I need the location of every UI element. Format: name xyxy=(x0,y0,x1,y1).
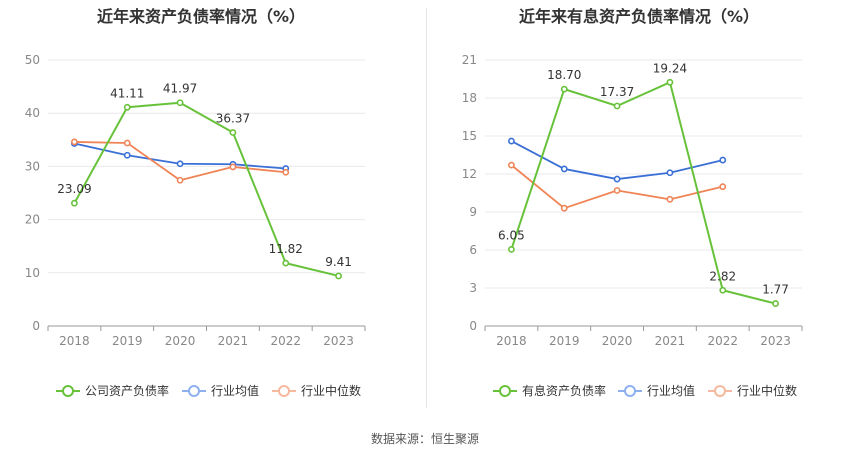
data-point-company xyxy=(772,300,779,307)
x-tick-label: 2018 xyxy=(59,334,90,348)
data-label: 2.82 xyxy=(709,269,736,283)
data-point-avg xyxy=(123,151,131,159)
data-point-median xyxy=(282,168,290,176)
chart-title: 近年来资产负债率情况（%） xyxy=(97,7,305,26)
data-point-median xyxy=(613,187,621,194)
data-label: 23.09 xyxy=(57,182,91,196)
data-point-company xyxy=(71,199,78,207)
y-tick-label: 50 xyxy=(25,53,40,67)
legend-marker xyxy=(499,385,511,397)
legend-label: 公司资产负债率 xyxy=(85,383,169,398)
data-label: 9.41 xyxy=(325,255,352,269)
y-tick-label: 30 xyxy=(25,159,40,173)
chart-1: 近年来资产负债率情况（%） 0 10 20 30 40 50 2018 2019 2020 2021… xyxy=(25,7,366,398)
x-tick-label: 2018 xyxy=(496,334,527,348)
legend-item-company: 公司资产负债率 xyxy=(56,383,169,398)
data-source-note: 数据来源：恒生聚源 xyxy=(370,432,479,446)
chart-divider xyxy=(426,8,427,408)
series-line-company xyxy=(510,81,776,305)
data-point-median xyxy=(229,163,237,171)
x-tick-label: 2019 xyxy=(549,334,580,348)
data-label: 18.70 xyxy=(547,68,581,82)
data-label: 19.24 xyxy=(653,61,687,75)
data-point-median xyxy=(508,161,515,169)
data-point-avg xyxy=(719,156,727,164)
legend-marker xyxy=(624,385,636,397)
series-line-avg xyxy=(510,140,723,180)
legend-label: 有息资产负债率 xyxy=(522,383,606,398)
x-tick-label: 2023 xyxy=(323,334,354,348)
legend-marker xyxy=(62,385,74,397)
y-tick-label: 18 xyxy=(462,91,477,105)
x-tick-label: 2021 xyxy=(655,334,686,348)
x-tick-label: 2022 xyxy=(707,334,738,348)
data-point-company xyxy=(508,245,515,253)
data-label: 1.77 xyxy=(762,283,789,297)
data-point-company xyxy=(282,259,290,267)
x-tick-label: 2020 xyxy=(602,334,633,348)
data-point-median xyxy=(71,138,78,146)
y-tick-label: 0 xyxy=(469,319,477,333)
y-tick-label: 12 xyxy=(462,167,477,181)
y-tick-label: 20 xyxy=(25,213,40,227)
legend-item-company: 有息资产负债率 xyxy=(493,383,606,398)
y-tick-label: 40 xyxy=(25,106,40,120)
series-line-median xyxy=(510,164,723,210)
data-point-company xyxy=(229,129,237,136)
legend-marker xyxy=(714,385,726,397)
chart-2: 近年来有息资产负债率情况（%） 0 3 6 9 12 15 18 21 2018 2019 2020 2… xyxy=(462,7,803,398)
data-label: 41.11 xyxy=(110,86,144,100)
x-tick-label: 2021 xyxy=(218,334,249,348)
chart-title: 近年来有息资产负债率情况（%） xyxy=(519,7,759,26)
data-point-company xyxy=(335,272,342,280)
legend-label: 行业中位数 xyxy=(737,383,797,398)
legend-item-avg: 行业均值 xyxy=(618,383,695,398)
x-tick-label: 2022 xyxy=(270,334,301,348)
legend-item-median: 行业中位数 xyxy=(272,383,361,398)
data-point-median xyxy=(176,176,184,184)
data-label: 41.97 xyxy=(163,82,197,96)
legend-label: 行业中位数 xyxy=(301,383,361,398)
x-tick-label: 2023 xyxy=(760,334,791,348)
y-tick-label: 9 xyxy=(469,205,477,219)
data-point-median xyxy=(719,183,727,191)
series-line-company xyxy=(73,101,339,277)
y-tick-label: 10 xyxy=(25,266,40,280)
data-point-company xyxy=(176,99,184,107)
legend-marker xyxy=(278,385,290,397)
data-label: 11.82 xyxy=(269,242,303,256)
y-tick-label: 0 xyxy=(32,319,40,333)
y-tick-label: 15 xyxy=(462,129,477,143)
x-tick-label: 2019 xyxy=(112,334,143,348)
legend-marker xyxy=(188,385,200,397)
legend-label: 行业均值 xyxy=(211,383,259,398)
data-point-median xyxy=(123,139,131,147)
data-point-company xyxy=(613,102,621,110)
data-point-avg xyxy=(176,160,184,168)
data-point-median xyxy=(560,204,568,212)
legend-item-median: 行业中位数 xyxy=(708,383,797,398)
data-point-company xyxy=(666,78,674,86)
data-point-avg xyxy=(666,169,674,177)
y-tick-label: 21 xyxy=(462,53,477,67)
data-label: 6.05 xyxy=(498,228,525,242)
data-point-company xyxy=(719,286,727,294)
legend-item-avg: 行业均值 xyxy=(182,383,259,398)
data-point-avg xyxy=(508,137,515,145)
y-tick-label: 3 xyxy=(469,281,477,295)
data-point-avg xyxy=(613,175,621,183)
data-point-company xyxy=(560,85,568,93)
x-tick-label: 2020 xyxy=(165,334,196,348)
data-label: 17.37 xyxy=(600,85,634,99)
y-tick-label: 6 xyxy=(469,243,477,257)
data-point-company xyxy=(123,103,131,111)
data-label: 36.37 xyxy=(216,112,250,126)
legend-label: 行业均值 xyxy=(647,383,695,398)
data-point-median xyxy=(666,195,674,203)
data-point-avg xyxy=(560,165,568,173)
